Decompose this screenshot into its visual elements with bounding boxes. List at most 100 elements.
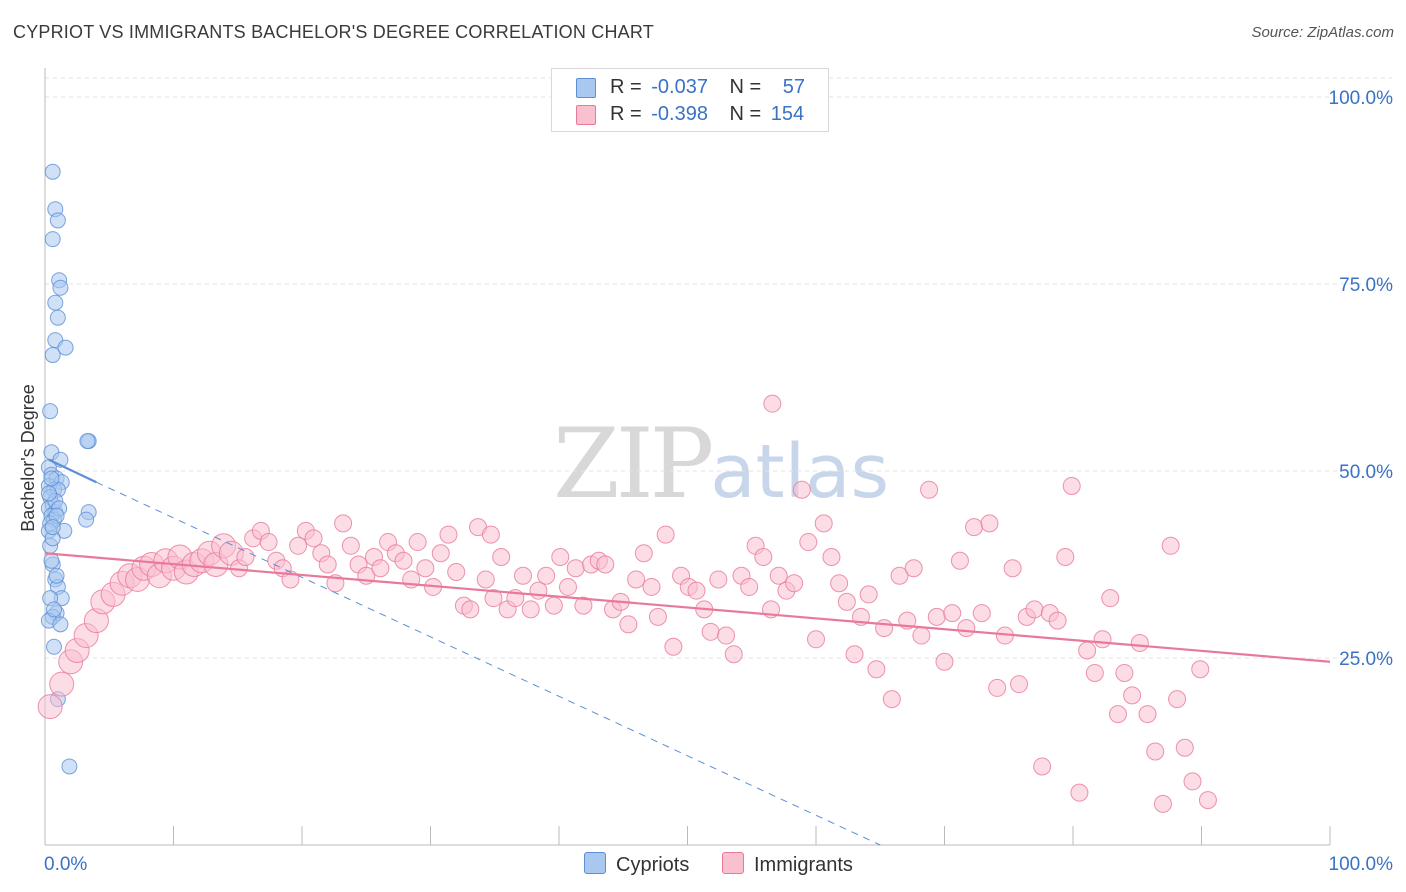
data-point-cypriots — [48, 567, 65, 584]
data-point-immigrants — [1123, 686, 1142, 705]
data-point-immigrants — [1191, 660, 1210, 679]
legend-r-label: R = — [610, 103, 642, 125]
bottom-legend-swatch-cypriots — [584, 852, 606, 874]
legend-stats-cypriots: R = -0.037 N = 57 — [610, 76, 805, 99]
trendline-cypriots — [48, 458, 97, 484]
legend-r-label: R = — [610, 76, 642, 98]
bottom-legend-immigrants: Immigrants — [722, 852, 853, 877]
data-point-cypriots — [42, 403, 59, 420]
correlation-legend: R = -0.037 N = 57 R = -0.398 N = 154 — [551, 68, 829, 132]
y-tick-label: 50.0% — [1339, 462, 1393, 483]
data-point-immigrants — [1161, 536, 1180, 555]
legend-stats-immigrants: R = -0.398 N = 154 — [610, 103, 804, 126]
data-point-cypriots — [49, 309, 66, 326]
series-immigrants — [37, 394, 1217, 813]
legend-r-value: -0.398 — [651, 103, 708, 125]
data-point-immigrants — [935, 652, 954, 671]
data-point-immigrants — [259, 533, 278, 552]
data-point-cypriots — [43, 470, 60, 487]
data-point-immigrants — [334, 514, 353, 533]
data-point-cypriots — [44, 347, 61, 364]
legend-swatch-immigrants — [576, 105, 596, 125]
data-point-immigrants — [1033, 757, 1052, 776]
data-point-immigrants — [807, 630, 825, 649]
data-point-immigrants — [551, 548, 570, 567]
data-point-immigrants — [814, 514, 833, 533]
bottom-legend-swatch-immigrants — [722, 852, 744, 874]
data-point-immigrants — [371, 559, 390, 578]
data-point-immigrants — [1183, 772, 1202, 791]
data-point-immigrants — [1085, 663, 1104, 682]
y-tick-label: 25.0% — [1339, 649, 1393, 670]
source-label: Source: ZipAtlas.com — [1251, 24, 1394, 41]
zipatlas-watermark: ZIPatlas — [553, 408, 889, 520]
legend-n-label: N = — [729, 103, 762, 125]
data-point-immigrants — [822, 548, 841, 567]
data-point-immigrants — [1198, 791, 1217, 810]
data-point-cypriots — [43, 552, 60, 569]
data-point-immigrants — [431, 544, 450, 563]
data-point-immigrants — [304, 529, 323, 548]
data-point-immigrants — [717, 626, 736, 645]
data-point-cypriots — [40, 485, 57, 502]
data-point-immigrants — [837, 592, 856, 611]
data-point-immigrants — [904, 559, 923, 578]
data-point-immigrants — [792, 480, 811, 499]
data-point-immigrants — [785, 574, 804, 593]
data-point-immigrants — [845, 645, 864, 664]
bottom-legend-label: Cypriots — [616, 854, 690, 876]
data-point-cypriots — [44, 163, 61, 180]
data-point-immigrants — [882, 690, 901, 709]
data-point-immigrants — [408, 533, 427, 552]
data-point-cypriots — [52, 616, 69, 633]
data-point-immigrants — [830, 574, 849, 593]
data-point-cypriots — [52, 279, 69, 296]
data-point-immigrants — [1025, 600, 1044, 619]
data-point-immigrants — [596, 555, 615, 574]
data-point-immigrants — [619, 615, 638, 634]
data-point-immigrants — [1078, 641, 1097, 660]
data-point-immigrants — [236, 548, 255, 567]
data-point-immigrants — [461, 600, 480, 619]
data-point-immigrants — [1146, 742, 1165, 761]
data-point-immigrants — [724, 645, 743, 664]
data-point-immigrants — [1003, 559, 1022, 578]
data-point-immigrants — [1130, 634, 1149, 653]
data-point-immigrants — [965, 518, 984, 537]
chart-title: CYPRIOT VS IMMIGRANTS BACHELOR'S DEGREE … — [13, 22, 654, 42]
data-point-immigrants — [481, 525, 500, 544]
data-point-immigrants — [859, 585, 878, 604]
data-point-immigrants — [1175, 738, 1194, 757]
data-point-immigrants — [1153, 794, 1172, 813]
data-point-immigrants — [1048, 611, 1067, 630]
data-point-immigrants — [799, 533, 818, 552]
data-point-immigrants — [943, 604, 962, 623]
data-point-immigrants — [514, 566, 533, 585]
data-point-immigrants — [537, 566, 556, 585]
trendline-immigrants — [44, 552, 1331, 663]
data-point-immigrants — [988, 678, 1007, 697]
legend-n-value: 154 — [770, 103, 805, 125]
data-point-immigrants — [566, 559, 585, 578]
legend-r-value: -0.037 — [651, 76, 708, 98]
data-point-immigrants — [318, 555, 337, 574]
data-point-immigrants — [980, 514, 999, 533]
series-cypriots — [40, 163, 97, 775]
legend-swatch-cypriots — [576, 78, 596, 98]
data-point-immigrants — [447, 562, 466, 581]
data-point-immigrants — [912, 626, 931, 645]
data-point-immigrants — [920, 480, 939, 499]
y-tick-label: 100.0% — [1329, 88, 1394, 109]
x-tick-label-right: 100.0% — [1329, 854, 1394, 875]
data-point-cypriots — [44, 519, 61, 536]
data-point-immigrants — [709, 570, 728, 589]
data-point-immigrants — [1062, 476, 1081, 495]
data-point-immigrants — [957, 619, 976, 638]
data-point-immigrants — [416, 559, 435, 578]
data-point-immigrants — [740, 577, 759, 596]
data-point-immigrants — [648, 607, 667, 626]
data-point-immigrants — [1101, 589, 1120, 608]
data-point-immigrants — [656, 525, 675, 544]
data-point-cypriots — [79, 433, 96, 450]
